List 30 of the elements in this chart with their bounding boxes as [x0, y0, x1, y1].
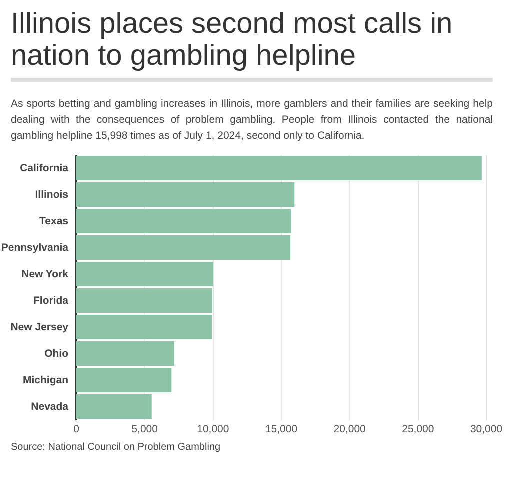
bar: [76, 288, 212, 313]
bar: [76, 262, 214, 286]
y-tick-label: Texas: [40, 215, 69, 228]
chart-subtitle: As sports betting and gambling increases in Illinois, more gamblers and their families are seeking help dealing with the consequences of problem gambling. People from Illinois contacted the national gambling helpline 15,998 times as of July 1, 2024, second only to California.: [11, 97, 493, 144]
bar: [76, 236, 291, 260]
bar: [76, 209, 292, 234]
y-tick-label: New Jersey: [10, 321, 69, 334]
x-tick-label: 10,000: [197, 424, 230, 436]
bar: [76, 182, 295, 207]
chart-title: Illinois places second most calls in nation to gambling helpline: [11, 8, 454, 72]
y-tick-label: Michigan: [22, 374, 68, 386]
bar: [76, 368, 172, 392]
y-tick-label: Ohio: [44, 348, 68, 360]
x-tick-label: 0: [74, 424, 80, 436]
x-tick-label: 20,000: [334, 424, 366, 436]
source-note: Source: National Council on Problem Gambling: [11, 442, 222, 453]
y-tick-label: Illinois: [35, 188, 69, 201]
y-tick-label: California: [20, 162, 69, 174]
bar: [76, 342, 174, 366]
x-tick-label: 5,000: [132, 424, 158, 436]
bar: [76, 156, 482, 180]
bar: [76, 394, 152, 419]
y-tick-label: Florida: [33, 294, 69, 307]
x-tick-label: 30,000: [470, 424, 503, 436]
x-tick-label: 15,000: [265, 424, 298, 436]
y-tick-label: Pennsylvania: [1, 242, 69, 254]
y-tick-label: New York: [22, 268, 69, 280]
bar: [76, 315, 212, 340]
y-tick-label: Nevada: [31, 400, 69, 413]
x-tick-label: 25,000: [402, 424, 434, 436]
